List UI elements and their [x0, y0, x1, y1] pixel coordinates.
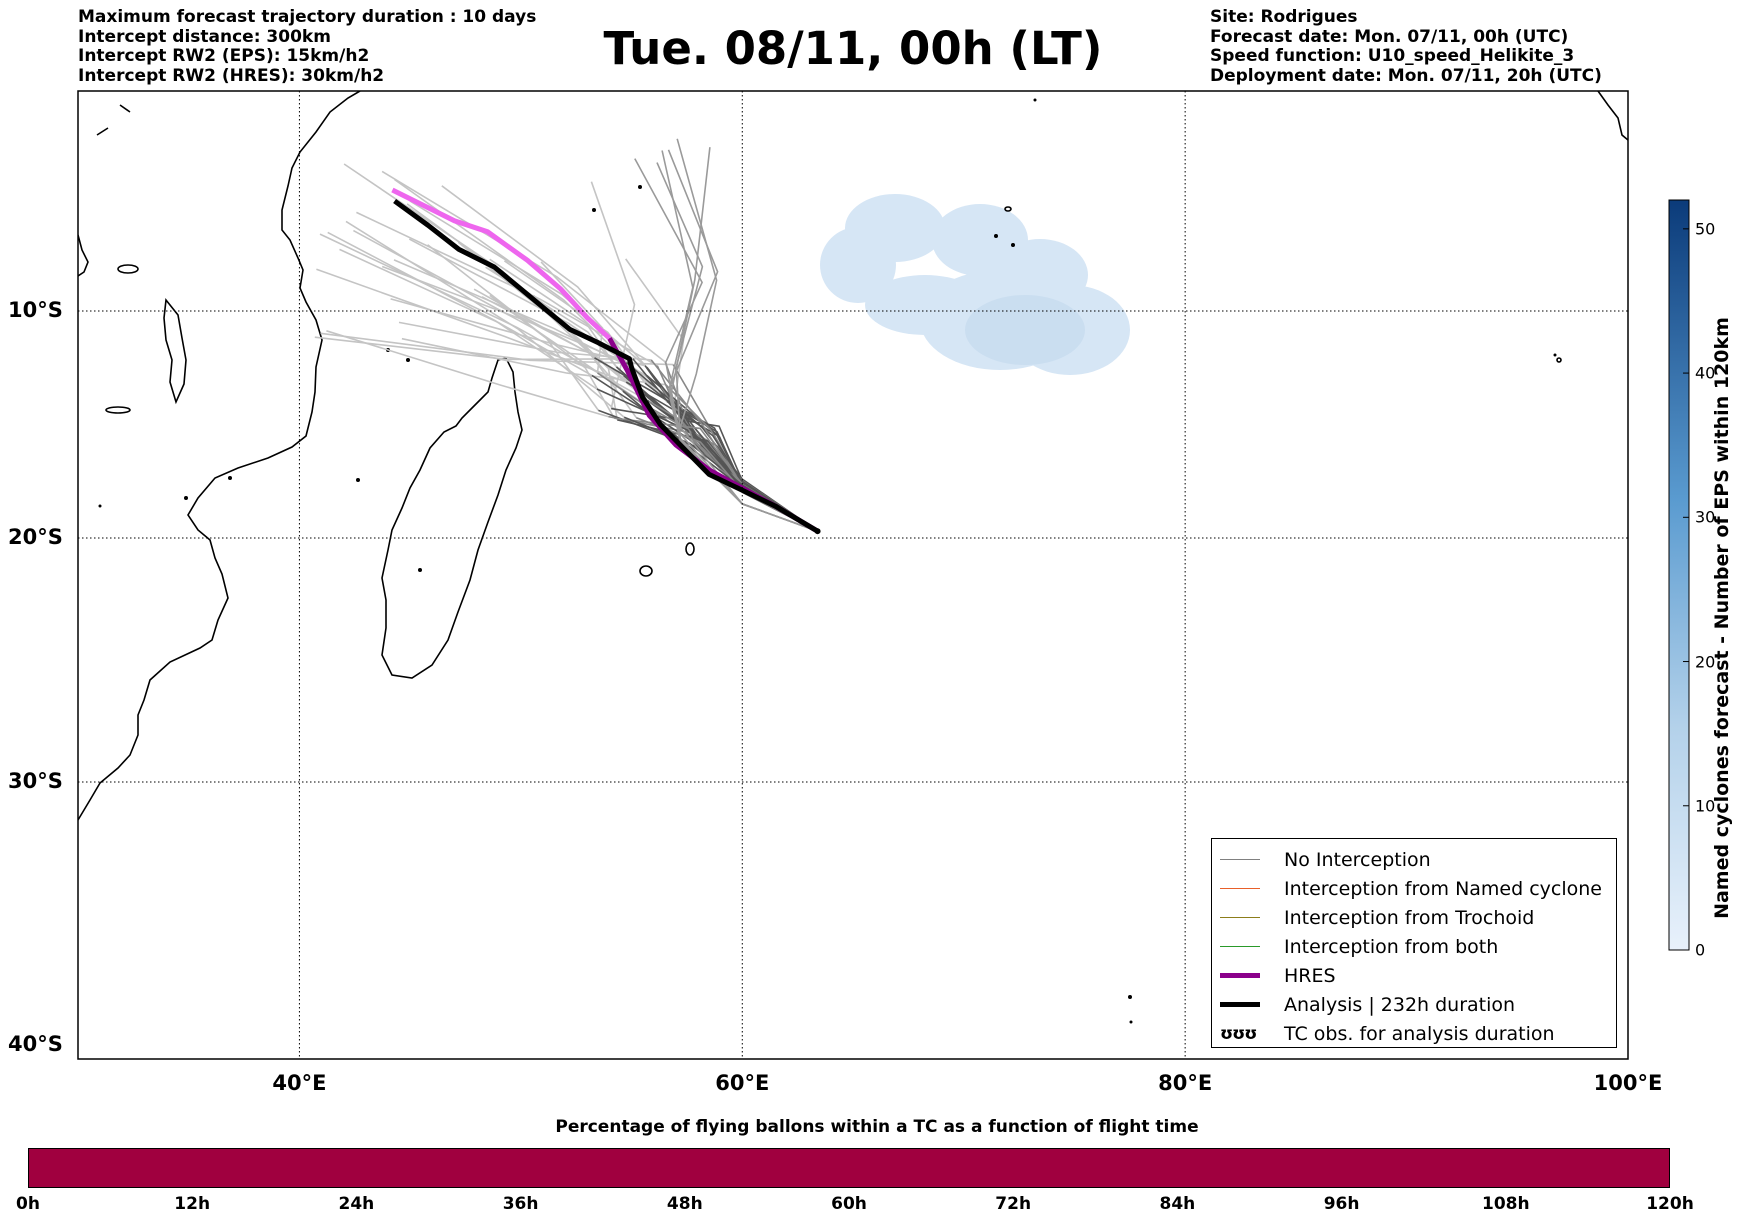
flight-time-label: 0h: [16, 1194, 40, 1214]
latitude-label: 30°S: [8, 769, 63, 793]
ensemble-trajectories-far: [314, 163, 685, 420]
cyclone-density-core: [965, 295, 1085, 365]
analysis-track: [393, 198, 819, 534]
legend-label: Interception from Trochoid: [1284, 906, 1535, 929]
flight-time-colorbar-fill: [29, 1149, 1669, 1187]
ensemble-trajectory: [381, 170, 666, 363]
header-info-right: Site: Rodrigues Forecast date: Mon. 07/1…: [1210, 7, 1602, 86]
flight-time-label: 24h: [338, 1194, 375, 1214]
ensemble-trajectory: [316, 268, 627, 383]
flight-time-label: 120h: [1646, 1194, 1694, 1214]
latitude-label: 20°S: [8, 525, 63, 549]
longitude-label: 100°E: [1593, 1071, 1663, 1095]
map-title: Tue. 08/11, 00h (LT): [603, 22, 1103, 75]
flight-time-label: 108h: [1482, 1194, 1530, 1214]
colorbar-tick-label: 0: [1695, 940, 1706, 960]
legend-label: HRES: [1284, 964, 1336, 987]
legend-swatch: [1220, 859, 1260, 860]
flight-time-label: 96h: [1323, 1194, 1360, 1214]
colorbar-tick-label: 20: [1695, 652, 1716, 672]
flight-time-colorbar-title: Percentage of flying ballons within a TC…: [555, 1117, 1199, 1137]
header-line: Maximum forecast trajectory duration : 1…: [78, 7, 537, 27]
legend-item: HRES: [1220, 961, 1336, 990]
main-tracks: [391, 187, 821, 535]
legend-swatch: [1220, 1002, 1260, 1007]
legend-item: Interception from both: [1220, 932, 1498, 961]
ensemble-trajectory: [669, 147, 818, 532]
legend-swatch: [1220, 973, 1260, 978]
legend-label: Interception from Named cyclone: [1284, 877, 1602, 900]
ensemble-trajectory: [427, 244, 600, 411]
legend-label: TC obs. for analysis duration: [1284, 1022, 1555, 1045]
hres-track-extension: [391, 187, 612, 341]
coastline: [78, 91, 1628, 821]
legend-swatch: [1220, 946, 1260, 947]
colorbar-tick-label: 10: [1695, 796, 1716, 816]
map-frame: [77, 90, 1629, 1060]
ensemble-trajectory: [441, 185, 648, 369]
latitude-label: 40°S: [8, 1032, 63, 1056]
header-line: Forecast date: Mon. 07/11, 00h (UTC): [1210, 26, 1569, 47]
cyclone-colorbar-ticks: [1683, 228, 1689, 951]
latitude-label: 10°S: [8, 298, 63, 322]
longitude-label: 80°E: [1158, 1071, 1213, 1095]
ensemble-trajectory: [489, 258, 618, 368]
legend-label: Analysis | 232h duration: [1284, 993, 1516, 1016]
ensemble-trajectory: [345, 220, 625, 418]
legend-swatch: [1220, 917, 1260, 918]
legend-item: Interception from Named cyclone: [1220, 874, 1602, 903]
header-line: Intercept distance: 300km: [78, 26, 331, 47]
legend-item: Analysis | 232h duration: [1220, 990, 1515, 1019]
legend-label: Interception from both: [1284, 935, 1499, 958]
legend-label: No Interception: [1284, 848, 1431, 871]
map-legend: No Interception Interception from Named c…: [1211, 838, 1617, 1048]
ensemble-trajectory: [676, 138, 818, 532]
gridlines: [78, 91, 1628, 1059]
ensemble-trajectory: [667, 149, 818, 532]
flight-time-label: 48h: [666, 1194, 703, 1214]
flight-time-label: 84h: [1159, 1194, 1196, 1214]
ensemble-trajectory: [393, 259, 648, 377]
deployment-site-marker: [814, 528, 821, 535]
ensemble-trajectory: [326, 330, 609, 418]
tc-obs-icon: ʊʊʊ: [1220, 1023, 1257, 1044]
flight-time-label: 36h: [502, 1194, 539, 1214]
header-info-left: Maximum forecast trajectory duration : 1…: [78, 7, 537, 86]
ensemble-trajectory: [314, 336, 633, 361]
colorbar-tick-label: 30: [1695, 507, 1716, 527]
header-line: Intercept RW2 (EPS): 15km/h2: [78, 46, 370, 66]
legend-item: No Interception: [1220, 845, 1431, 874]
header-line: Deployment date: Mon. 07/11, 20h (UTC): [1210, 65, 1602, 86]
flight-time-label: 12h: [174, 1194, 211, 1214]
flight-time-label: 72h: [995, 1194, 1032, 1214]
longitude-label: 40°E: [272, 1071, 327, 1095]
longitude-label: 60°E: [715, 1071, 770, 1095]
colorbar-tick-label: 50: [1695, 219, 1716, 239]
colorbar-tick-label: 40: [1695, 363, 1716, 383]
ensemble-trajectory: [356, 211, 658, 367]
legend-item: ʊʊʊ TC obs. for analysis duration: [1220, 1019, 1555, 1048]
header-line: Speed function: U10_speed_Helikite_3: [1210, 46, 1575, 66]
colorbar-label: Named cyclones forecast - Number of EPS …: [1711, 317, 1733, 919]
flight-time-label: 60h: [831, 1194, 867, 1214]
flight-time-colorbar: [28, 1148, 1670, 1188]
header-line: Intercept RW2 (HRES): 30km/h2: [78, 65, 385, 86]
ensemble-trajectory: [406, 203, 624, 392]
cyclone-colorbar: [1668, 199, 1690, 951]
legend-swatch: [1220, 888, 1260, 889]
header-line: Site: Rodrigues: [1210, 7, 1358, 27]
legend-item: Interception from Trochoid: [1220, 903, 1534, 932]
